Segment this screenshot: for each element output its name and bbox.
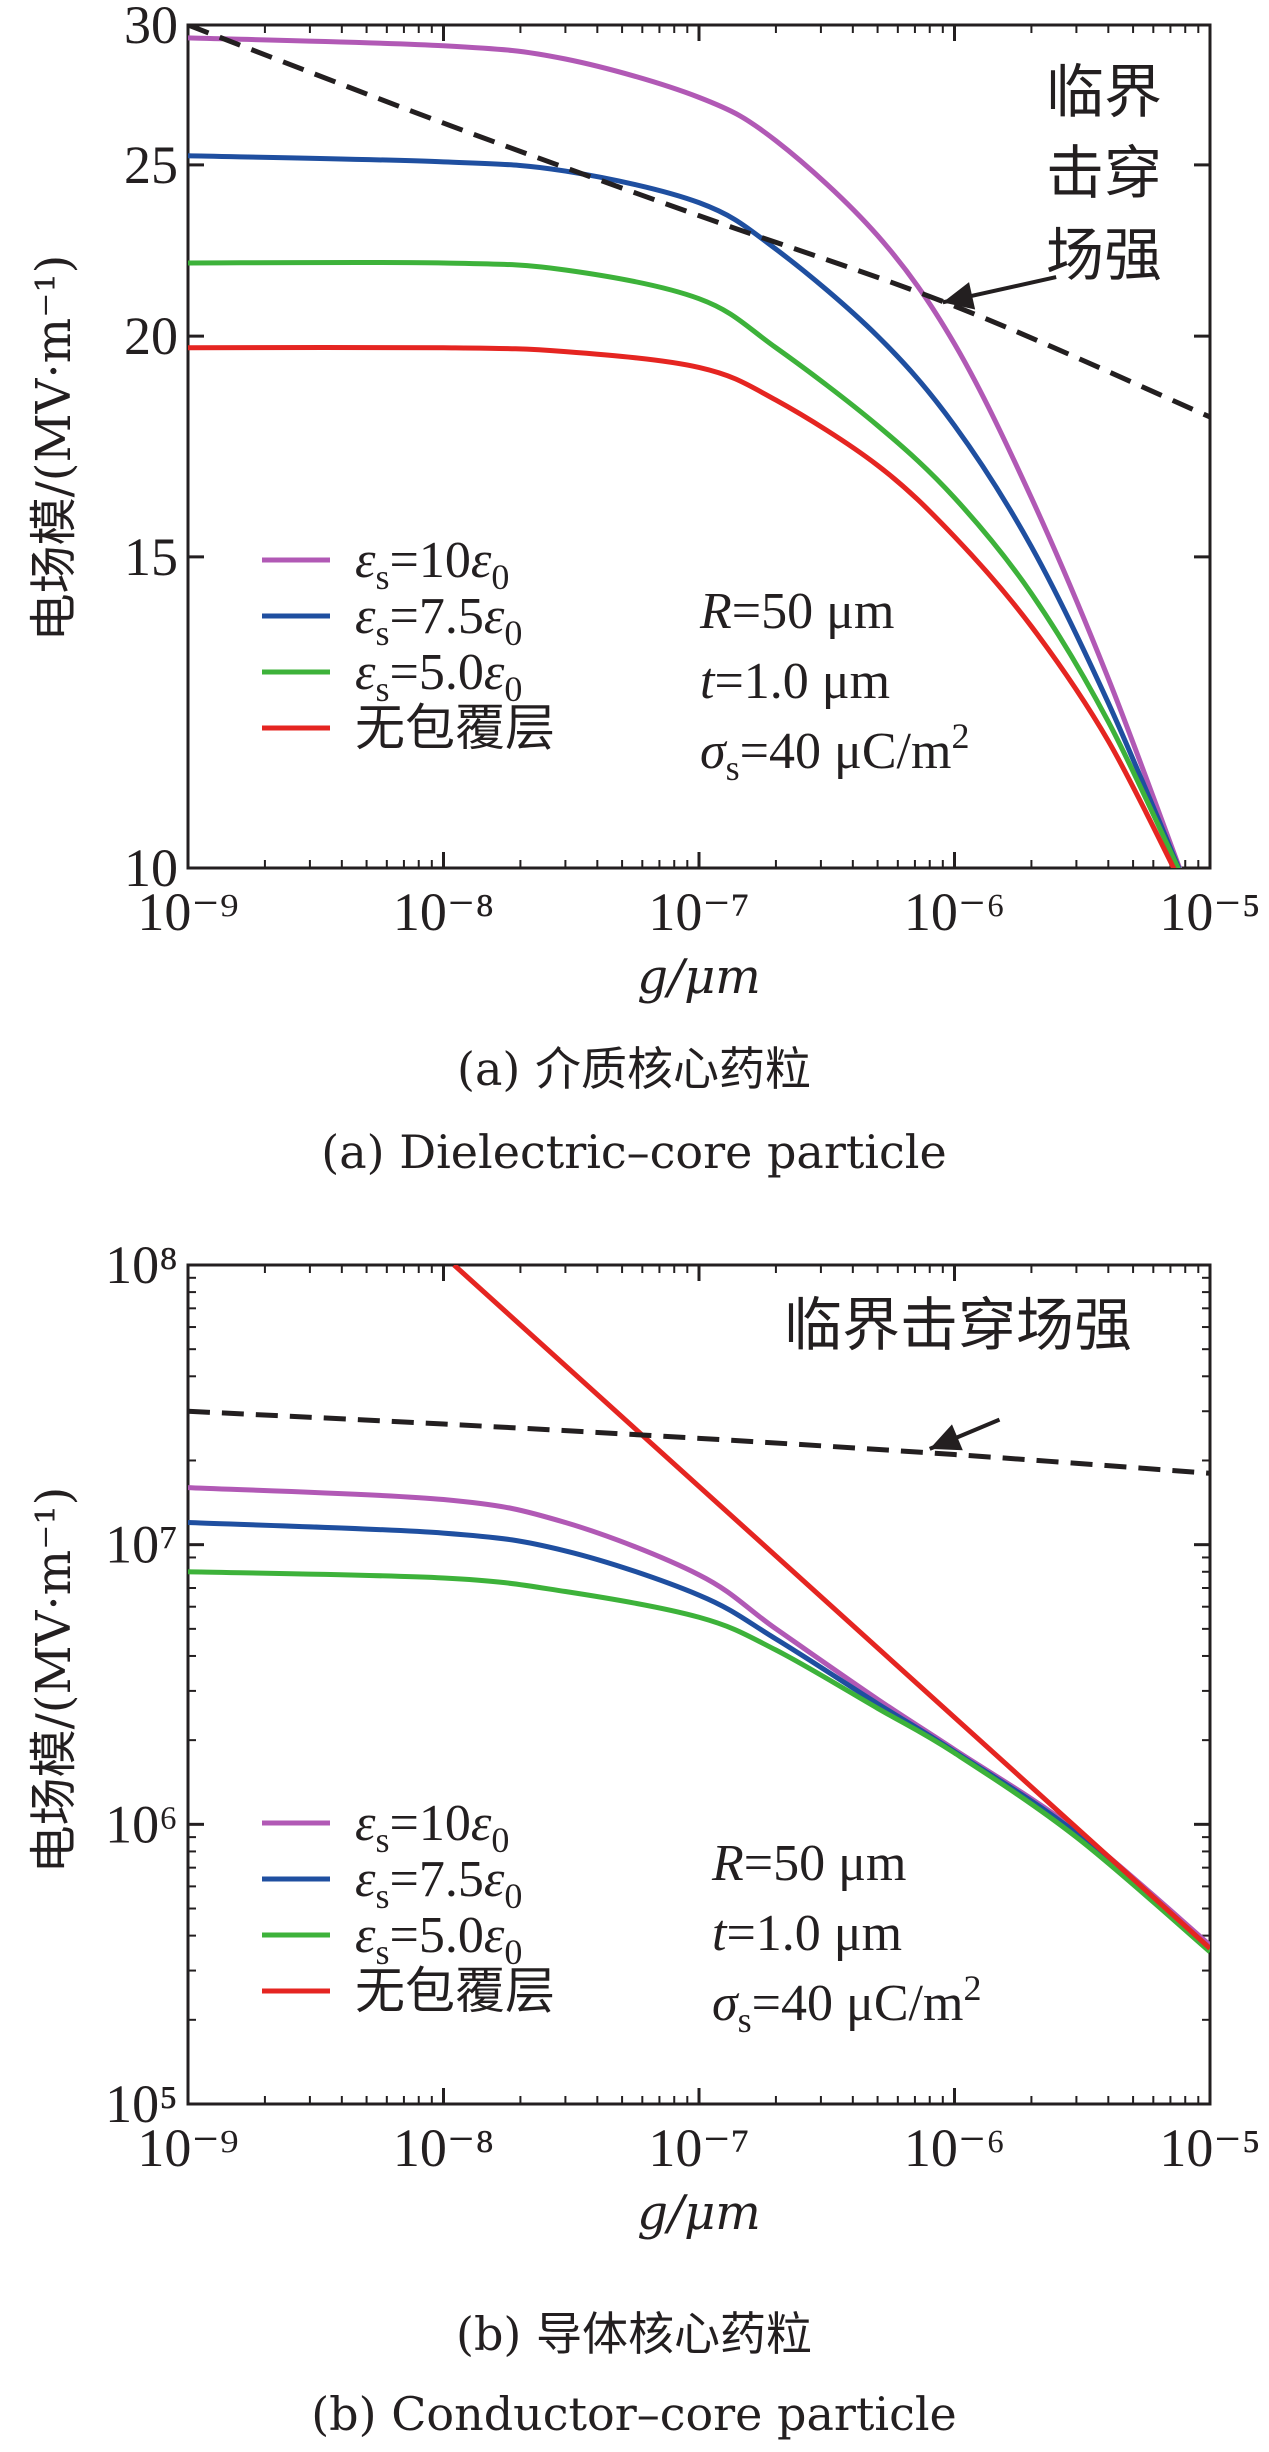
x-axis-label: g/μm [637, 2185, 761, 2241]
x-tick-label: 10⁻⁸ [393, 2118, 494, 2178]
x-tick-label: 10⁻⁵ [1159, 882, 1260, 942]
arrow-head [942, 282, 976, 310]
caption-a-en: (a) Dielectric–core particle [321, 1125, 946, 1179]
caption-b-cn: (b) 导体核心药粒 [456, 2307, 812, 2361]
y-axis-label: 电场模/(MV·m⁻¹) [26, 255, 82, 642]
legend-label: εs=7.5ε0 [355, 588, 522, 653]
x-tick-label: 10⁻⁷ [648, 2118, 749, 2178]
y-tick-label: 10⁷ [105, 1515, 178, 1575]
caption-b-en: (b) Conductor–core particle [311, 2387, 957, 2441]
series-line [188, 344, 1177, 868]
legend-label: εs=10ε0 [355, 1795, 509, 1860]
legend-label: εs=10ε0 [355, 532, 509, 597]
series-line [188, 25, 1210, 420]
critical-field-label: 击穿 [1046, 139, 1162, 207]
x-tick-label: 10⁻⁶ [904, 882, 1005, 942]
series-line [188, 1485, 1210, 1947]
x-axis-label: g/μm [637, 949, 761, 1005]
plot-frame [186, 1263, 1212, 2106]
legend-label: εs=7.5ε0 [355, 1851, 522, 1916]
y-tick-label: 30 [124, 0, 178, 55]
x-tick-label: 10⁻⁷ [648, 882, 749, 942]
legend-label: 无包覆层 [355, 1962, 555, 2020]
y-tick-label: 25 [124, 135, 178, 195]
x-tick-label: 10⁻⁹ [137, 2118, 238, 2178]
series-line [188, 1569, 1210, 1954]
parameter-label: σs=40 μC/m2 [712, 1968, 981, 2040]
x-tick-label: 10⁻⁹ [137, 882, 238, 942]
parameter-label: σs=40 μC/m2 [700, 716, 969, 788]
series-group [188, 1265, 1210, 1954]
y-tick-label: 10 [124, 838, 178, 898]
series-group [188, 25, 1210, 868]
x-tick-label: 10⁻⁸ [393, 882, 494, 942]
series-line [188, 1408, 1210, 1476]
y-tick-label: 15 [124, 527, 178, 587]
x-tick-label: 10⁻⁶ [904, 2118, 1005, 2178]
legend-label: εs=5.0ε0 [355, 644, 522, 709]
series-line [188, 153, 1182, 868]
caption-a-cn: (a) 介质核心药粒 [457, 1042, 811, 1096]
legend-label: εs=5.0ε0 [355, 1907, 522, 1972]
y-tick-label: 10⁶ [105, 1794, 178, 1854]
y-tick-label: 10⁸ [105, 1235, 178, 1295]
series-line [452, 1265, 1210, 1951]
y-tick-label: 20 [124, 306, 178, 366]
series-line [188, 35, 1183, 868]
series-line [188, 259, 1181, 868]
panel-a-chart: 10⁻⁹ 10⁻⁸ 10⁻⁷ 10⁻⁶ 10⁻⁵ 10 15 20 25 30 g/μm 电场模/(M… [26, 0, 1261, 1005]
critical-field-label: 临界击穿场强 [784, 1291, 1132, 1359]
parameter-label: R=50 μm [711, 1835, 906, 1892]
legend-label: 无包覆层 [355, 699, 555, 757]
y-tick-label: 10⁵ [105, 2074, 178, 2134]
critical-field-label: 场强 [1046, 221, 1162, 289]
parameter-label: t=1.0 μm [700, 653, 890, 710]
parameter-label: t=1.0 μm [712, 1905, 902, 1962]
x-tick-label: 10⁻⁵ [1159, 2118, 1260, 2178]
series-line [188, 1520, 1210, 1951]
critical-field-label: 临界 [1046, 58, 1162, 126]
y-axis-label: 电场模/(MV·m⁻¹) [26, 1487, 82, 1874]
arrow-head [929, 1424, 963, 1451]
panel-b-chart: 10⁻⁹ 10⁻⁸ 10⁻⁷ 10⁻⁶ 10⁻⁵ 10⁵ 10⁶ 10⁷ 10⁸ g/μm 电场模/… [26, 1235, 1261, 2241]
parameter-label: R=50 μm [699, 583, 894, 640]
